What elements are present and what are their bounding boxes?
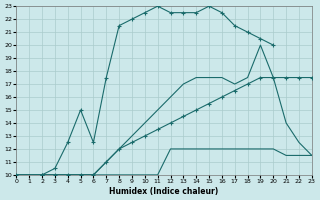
X-axis label: Humidex (Indice chaleur): Humidex (Indice chaleur) bbox=[109, 187, 219, 196]
